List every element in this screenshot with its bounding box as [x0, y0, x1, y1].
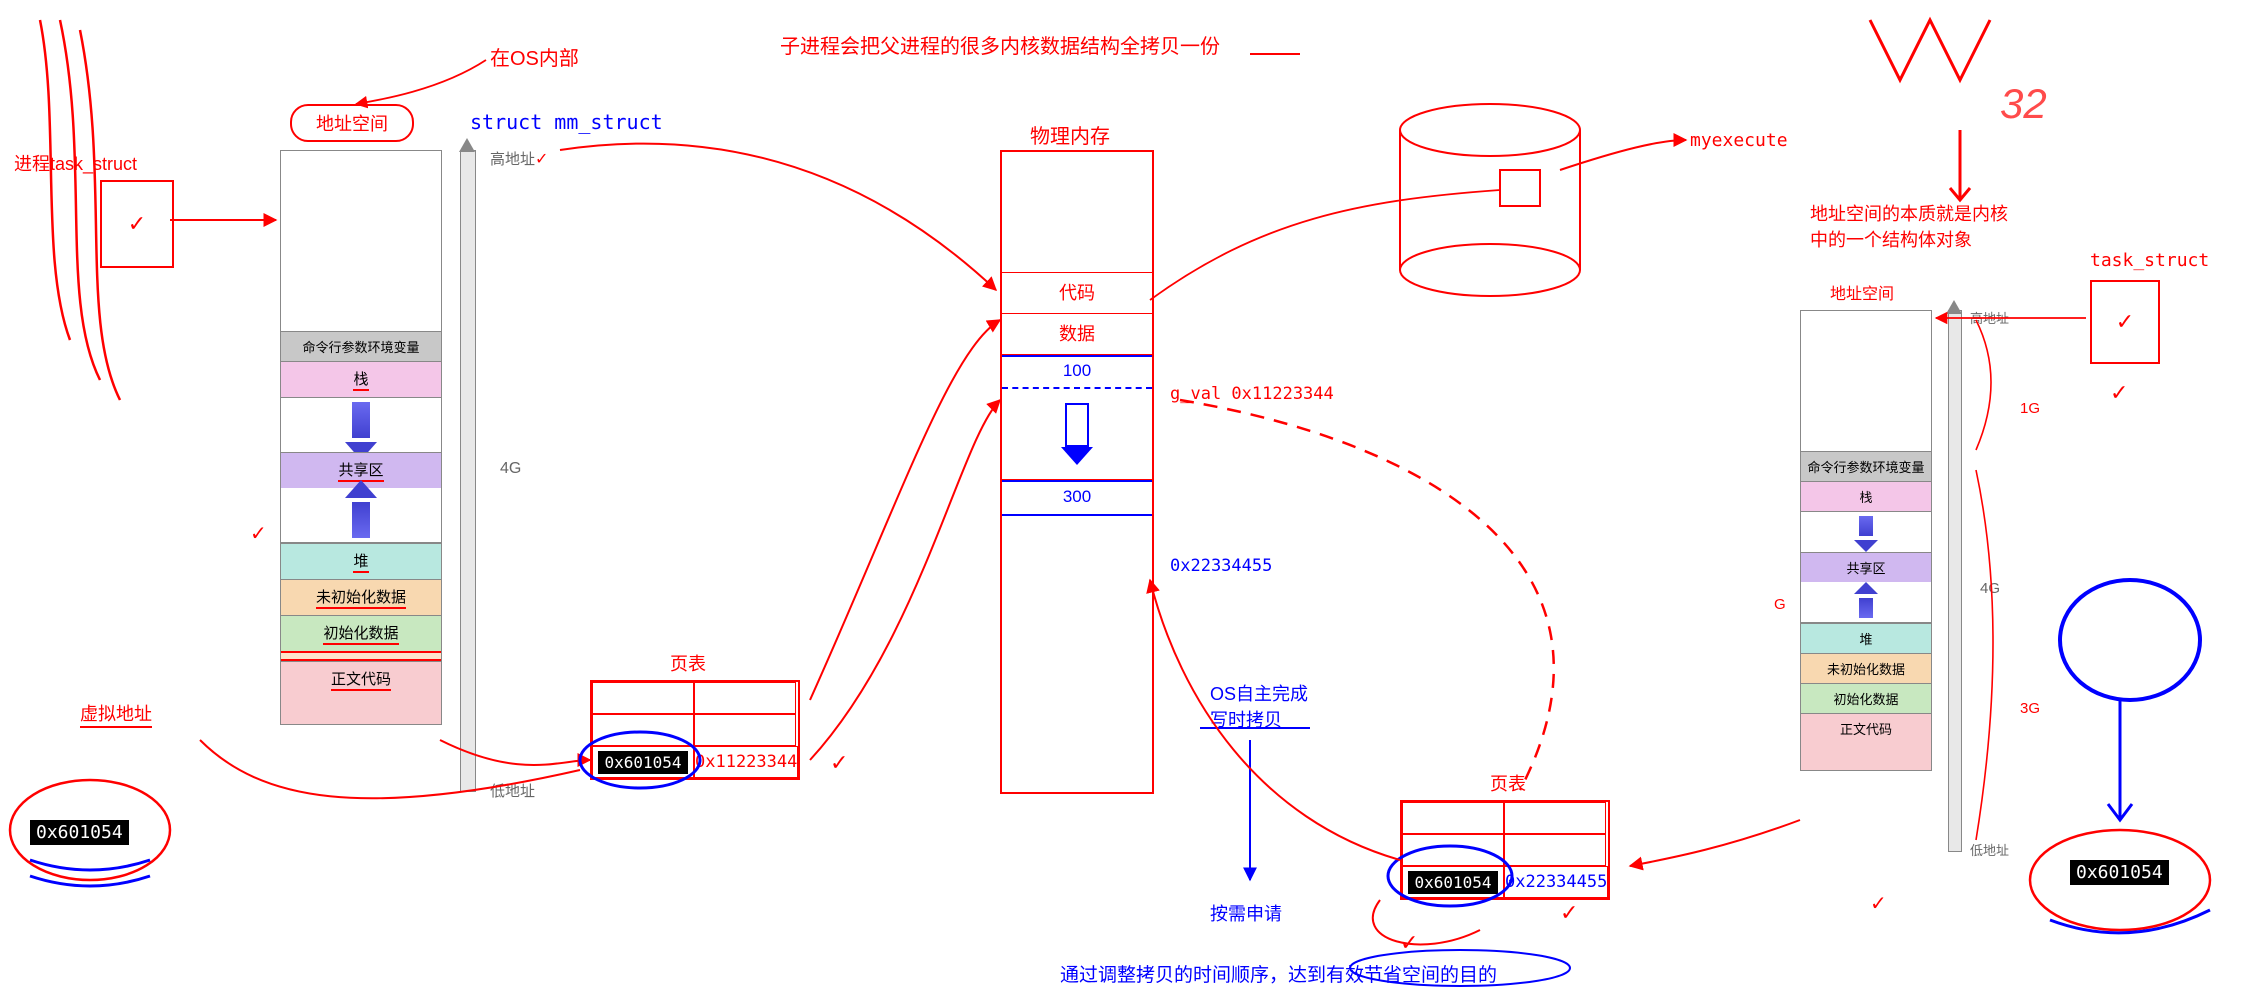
arrow-up-icon — [459, 138, 475, 152]
disk-cylinder — [1390, 100, 1610, 320]
pt2-r1c0 — [1402, 834, 1504, 866]
seg2-heap: 堆 — [1801, 623, 1931, 653]
note-in-os: 在OS内部 — [490, 42, 579, 71]
label-page-table-2: 页表 — [1490, 770, 1526, 796]
addr-bar-right — [1948, 310, 1962, 852]
label-low-addr: 低地址 — [490, 780, 535, 801]
label-1g: 1G — [2020, 400, 2040, 417]
label-myexecute: myexecute — [1690, 130, 1788, 151]
pt2-r1c1 — [1504, 834, 1606, 866]
phys-code: 代码 — [1002, 273, 1152, 314]
label-page-table-1: 页表 — [670, 650, 706, 676]
box-task-struct-right: ✓ — [2090, 280, 2160, 364]
label-task-struct-right: task_struct — [2090, 250, 2209, 271]
note-bottom: 通过调整拷贝的时间顺序，达到有效节省空间的目的 — [1060, 960, 1497, 987]
pt1-r2c0: 0x601054 — [592, 746, 694, 778]
pt2-r0c1 — [1504, 802, 1606, 834]
box-task-struct-left: ✓ — [100, 180, 174, 268]
phys-300: 300 — [1002, 480, 1152, 516]
chip-addr-left: 0x601054 — [30, 820, 129, 845]
seg2-blank — [1801, 311, 1931, 451]
phys-100: 100 — [1002, 355, 1152, 389]
label-addr-space2: 地址空间 — [1830, 280, 1894, 304]
pt1-r0c0 — [592, 682, 694, 714]
label-gval: g_val 0x11223344 — [1170, 384, 1334, 404]
label-task-struct-left: 进程task_struct — [14, 150, 137, 176]
seg2-data: 初始化数据 — [1801, 683, 1931, 713]
pt2-r2c1: 0x22334455 — [1504, 866, 1608, 898]
page-table-2: 0x601054 0x22334455 — [1400, 800, 1610, 900]
label-addr2: 0x22334455 — [1170, 556, 1272, 576]
svg-text:✓: ✓ — [250, 523, 267, 545]
label-4g-2: 4G — [1980, 580, 2000, 597]
seg2-heap-arrow — [1801, 582, 1931, 623]
seg-highlight-strip — [281, 651, 441, 661]
seg-bss: 未初始化数据 — [281, 579, 441, 615]
note-top-center: 子进程会把父进程的很多内核数据结构全拷贝一份 — [780, 30, 1220, 59]
check-icon-2: ✓ — [2116, 309, 2134, 335]
label-virt-addr: 虚拟地址 — [80, 700, 152, 728]
page-table-1: 0x601054 0x11223344 — [590, 680, 800, 780]
svg-text:✓: ✓ — [1560, 900, 1578, 925]
label-4g: 4G — [500, 460, 521, 478]
addr-bar-left — [460, 150, 476, 792]
phys-blank — [1002, 152, 1152, 273]
phys-arrow-region — [1002, 389, 1152, 480]
chip-addr-right: 0x601054 — [2070, 860, 2169, 885]
seg2-bss: 未初始化数据 — [1801, 653, 1931, 683]
seg-data: 初始化数据 — [281, 615, 441, 651]
label-high-addr-2: 高地址 — [1970, 308, 2009, 327]
svg-text:✓: ✓ — [1400, 930, 1418, 955]
seg-cmdline: 命令行参数环境变量 — [281, 331, 441, 361]
memory-layout-left: 命令行参数环境变量 栈 共享区 堆 未初始化数据 初始化数据 正文代码 — [280, 150, 442, 725]
phys-data: 数据 — [1002, 314, 1152, 355]
svg-text:✓: ✓ — [1870, 893, 1887, 915]
seg2-stack-arrow — [1801, 511, 1931, 552]
label-high-addr: 高地址✓ — [490, 148, 548, 169]
label-phys-mem: 物理内存 — [1030, 120, 1110, 149]
label-low-addr-2: 低地址 — [1970, 840, 2009, 859]
pt1-r1c1 — [694, 714, 796, 746]
pt1-r1c0 — [592, 714, 694, 746]
seg-heap: 堆 — [281, 543, 441, 579]
check-loose-1: ✓ — [2110, 380, 2128, 406]
seg2-stack: 栈 — [1801, 481, 1931, 511]
seg-stack-arrow — [281, 397, 441, 452]
pt2-r0c0 — [1402, 802, 1504, 834]
check-icon: ✓ — [128, 211, 146, 237]
arrow-up-icon-2 — [1946, 300, 1962, 314]
phys-mem-box: 代码 数据 100 300 — [1000, 150, 1154, 794]
scribble-32: 32 — [2000, 80, 2047, 128]
label-mm-struct: struct mm_struct — [470, 110, 663, 134]
label-on-demand: 按需申请 — [1210, 900, 1282, 926]
badge-addr-space: 地址空间 — [290, 104, 414, 142]
label-3g: 3G — [2020, 700, 2040, 717]
label-g: G — [1774, 596, 1786, 613]
memory-layout-right: 命令行参数环境变量 栈 共享区 堆 未初始化数据 初始化数据 正文代码 — [1800, 310, 1932, 771]
seg-text: 正文代码 — [281, 661, 441, 724]
seg-heap-arrow — [281, 488, 441, 543]
seg-stack: 栈 — [281, 361, 441, 397]
pt1-r0c1 — [694, 682, 796, 714]
check-pt1: ✓ — [830, 750, 848, 776]
pt1-r2c1: 0x11223344 — [694, 746, 798, 778]
label-cow: OS自主完成 写时拷贝 — [1210, 680, 1308, 732]
seg-blank-top — [281, 151, 441, 331]
note-right: 地址空间的本质就是内核 中的一个结构体对象 — [1810, 200, 2008, 252]
badge-addr-space-text: 地址空间 — [316, 110, 388, 136]
seg2-text: 正文代码 — [1801, 713, 1931, 770]
seg2-cmdline: 命令行参数环境变量 — [1801, 451, 1931, 481]
pt2-r2c0: 0x601054 — [1402, 866, 1504, 898]
seg2-shared: 共享区 — [1801, 552, 1931, 582]
